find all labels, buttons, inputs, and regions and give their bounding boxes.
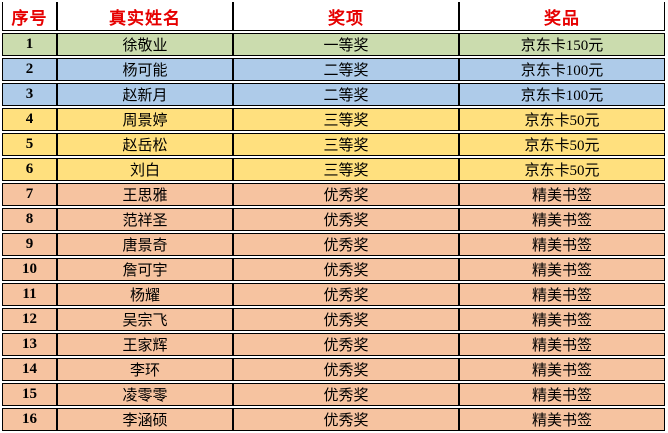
- cell-serial-number: 12: [2, 308, 57, 331]
- table-row: 2 杨可能 二等奖 京东卡100元: [2, 58, 665, 81]
- cell-real-name: 王思雅: [57, 183, 233, 206]
- cell-serial-number: 3: [2, 83, 57, 106]
- cell-prize: 京东卡100元: [459, 58, 665, 81]
- cell-award-level: 优秀奖: [233, 258, 459, 281]
- table-row: 12 吴宗飞 优秀奖 精美书签: [2, 308, 665, 331]
- cell-serial-number: 9: [2, 233, 57, 256]
- table-row: 3 赵新月 二等奖 京东卡100元: [2, 83, 665, 106]
- cell-real-name: 范祥圣: [57, 208, 233, 231]
- cell-prize: 京东卡50元: [459, 133, 665, 156]
- table-row: 1 徐敬业 一等奖 京东卡150元: [2, 33, 665, 56]
- cell-award-level: 一等奖: [233, 33, 459, 56]
- cell-real-name: 唐景奇: [57, 233, 233, 256]
- cell-award-level: 优秀奖: [233, 283, 459, 306]
- cell-serial-number: 15: [2, 383, 57, 406]
- cell-serial-number: 5: [2, 133, 57, 156]
- table-row: 5 赵岳松 三等奖 京东卡50元: [2, 133, 665, 156]
- cell-award-level: 优秀奖: [233, 333, 459, 356]
- cell-real-name: 赵岳松: [57, 133, 233, 156]
- cell-prize: 京东卡100元: [459, 83, 665, 106]
- cell-serial-number: 6: [2, 158, 57, 181]
- cell-award-level: 三等奖: [233, 108, 459, 131]
- cell-prize: 精美书签: [459, 208, 665, 231]
- header-cell-real-name: 真实姓名: [57, 2, 233, 31]
- cell-award-level: 优秀奖: [233, 308, 459, 331]
- cell-real-name: 詹可宇: [57, 258, 233, 281]
- cell-prize: 精美书签: [459, 233, 665, 256]
- cell-award-level: 优秀奖: [233, 383, 459, 406]
- table-row: 16 李涵硕 优秀奖 精美书签: [2, 408, 665, 431]
- table-row: 10 詹可宇 优秀奖 精美书签: [2, 258, 665, 281]
- cell-prize: 京东卡150元: [459, 33, 665, 56]
- cell-award-level: 二等奖: [233, 83, 459, 106]
- cell-serial-number: 7: [2, 183, 57, 206]
- cell-award-level: 优秀奖: [233, 183, 459, 206]
- cell-prize: 京东卡50元: [459, 158, 665, 181]
- cell-award-level: 三等奖: [233, 158, 459, 181]
- cell-real-name: 徐敬业: [57, 33, 233, 56]
- cell-real-name: 杨可能: [57, 58, 233, 81]
- header-cell-award-level: 奖项: [233, 2, 459, 31]
- cell-real-name: 赵新月: [57, 83, 233, 106]
- cell-real-name: 杨耀: [57, 283, 233, 306]
- table-row: 15 凌零零 优秀奖 精美书签: [2, 383, 665, 406]
- header-cell-prize: 奖品: [459, 2, 665, 31]
- cell-award-level: 二等奖: [233, 58, 459, 81]
- cell-serial-number: 11: [2, 283, 57, 306]
- cell-real-name: 凌零零: [57, 383, 233, 406]
- cell-serial-number: 4: [2, 108, 57, 131]
- cell-award-level: 优秀奖: [233, 233, 459, 256]
- cell-serial-number: 16: [2, 408, 57, 431]
- cell-serial-number: 14: [2, 358, 57, 381]
- cell-serial-number: 2: [2, 58, 57, 81]
- award-table-body: 1 徐敬业 一等奖 京东卡150元 2 杨可能 二等奖 京东卡100元 3 赵新…: [2, 33, 665, 431]
- cell-serial-number: 13: [2, 333, 57, 356]
- cell-real-name: 刘白: [57, 158, 233, 181]
- header-cell-serial-number: 序号: [2, 2, 57, 31]
- cell-award-level: 优秀奖: [233, 408, 459, 431]
- cell-prize: 精美书签: [459, 183, 665, 206]
- cell-award-level: 三等奖: [233, 133, 459, 156]
- cell-prize: 精美书签: [459, 308, 665, 331]
- table-row: 4 周景婷 三等奖 京东卡50元: [2, 108, 665, 131]
- cell-prize: 京东卡50元: [459, 108, 665, 131]
- cell-serial-number: 10: [2, 258, 57, 281]
- cell-real-name: 王家辉: [57, 333, 233, 356]
- cell-award-level: 优秀奖: [233, 208, 459, 231]
- cell-real-name: 李环: [57, 358, 233, 381]
- cell-prize: 精美书签: [459, 358, 665, 381]
- cell-real-name: 吴宗飞: [57, 308, 233, 331]
- cell-prize: 精美书签: [459, 383, 665, 406]
- table-row: 6 刘白 三等奖 京东卡50元: [2, 158, 665, 181]
- cell-prize: 精美书签: [459, 258, 665, 281]
- cell-prize: 精美书签: [459, 333, 665, 356]
- table-row: 13 王家辉 优秀奖 精美书签: [2, 333, 665, 356]
- table-row: 11 杨耀 优秀奖 精美书签: [2, 283, 665, 306]
- table-row: 7 王思雅 优秀奖 精美书签: [2, 183, 665, 206]
- cell-serial-number: 8: [2, 208, 57, 231]
- cell-prize: 精美书签: [459, 283, 665, 306]
- cell-real-name: 周景婷: [57, 108, 233, 131]
- table-row: 14 李环 优秀奖 精美书签: [2, 358, 665, 381]
- table-row: 9 唐景奇 优秀奖 精美书签: [2, 233, 665, 256]
- cell-prize: 精美书签: [459, 408, 665, 431]
- table-row: 8 范祥圣 优秀奖 精美书签: [2, 208, 665, 231]
- cell-real-name: 李涵硕: [57, 408, 233, 431]
- cell-award-level: 优秀奖: [233, 358, 459, 381]
- cell-serial-number: 1: [2, 33, 57, 56]
- header-row: 序号 真实姓名 奖项 奖品: [2, 2, 665, 31]
